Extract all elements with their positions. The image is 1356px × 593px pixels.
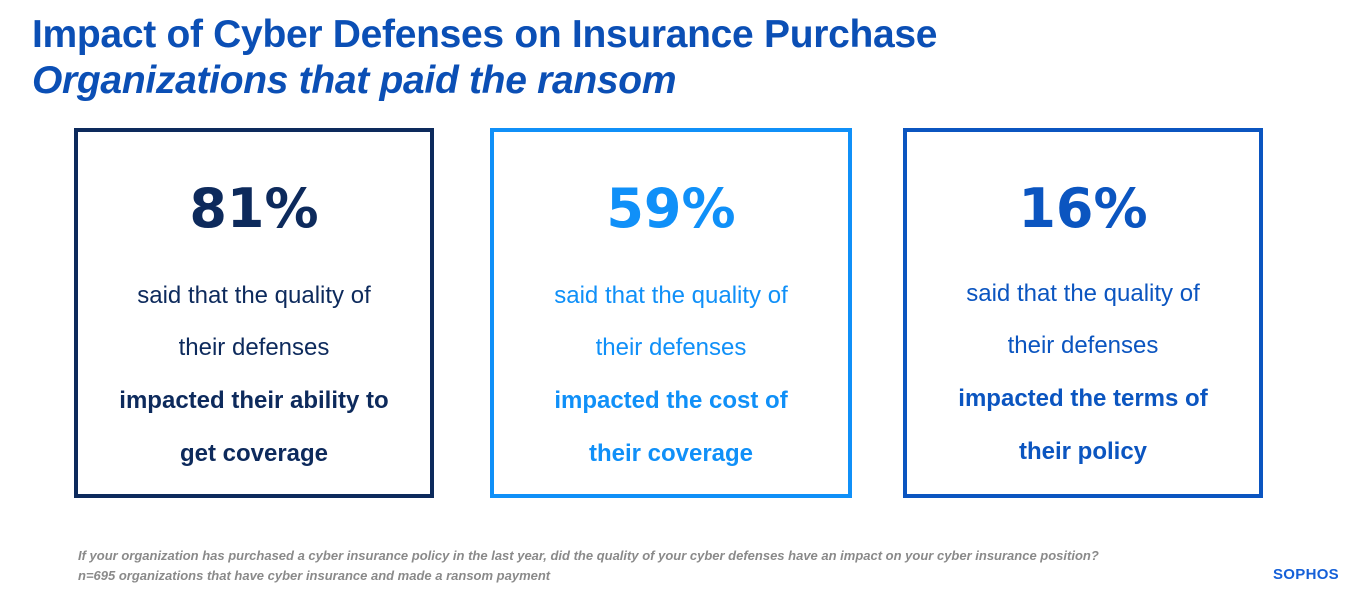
stat-card-coverage: 81% said that the quality of their defen… [74, 128, 434, 498]
stat-text: said that the quality of [966, 280, 1200, 307]
stat-highlight: impacted the cost of [554, 387, 788, 414]
stat-highlight: impacted the terms of [958, 385, 1208, 412]
survey-footnote: If your organization has purchased a cyb… [78, 548, 1099, 583]
page-title: Impact of Cyber Defenses on Insurance Pu… [32, 13, 938, 56]
stat-card-cost: 59% said that the quality of their defen… [490, 128, 852, 498]
stat-value: 81% [189, 177, 319, 240]
stat-card-terms: 16% said that the quality of their defen… [903, 128, 1263, 498]
sophos-logo: SOPHOS [1273, 566, 1339, 583]
stat-text: said that the quality of [137, 282, 371, 309]
stat-text: said that the quality of [554, 282, 788, 309]
stat-highlight: their policy [1018, 438, 1148, 465]
stat-text: their defenses [178, 334, 330, 361]
page-subtitle: Organizations that paid the ransom [32, 59, 677, 102]
stat-text: their defenses [595, 334, 747, 361]
stat-highlight: impacted their ability to [119, 387, 389, 414]
stat-text: their defenses [1007, 332, 1159, 359]
stat-value: 59% [606, 177, 736, 240]
stat-highlight: their coverage [588, 440, 754, 467]
stat-value: 16% [1018, 177, 1148, 240]
stat-highlight: get coverage [179, 440, 329, 467]
